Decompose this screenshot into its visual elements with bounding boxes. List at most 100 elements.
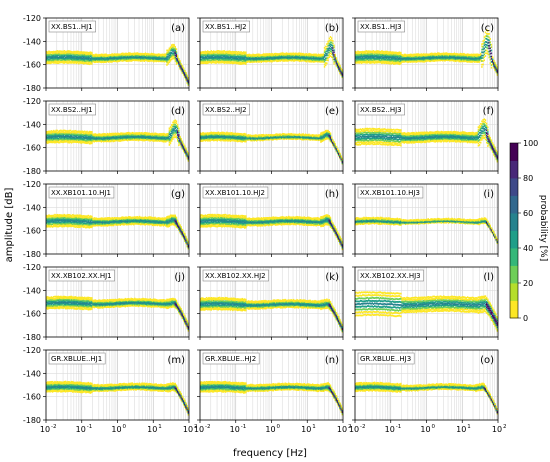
density-cell [472, 60, 475, 63]
density-cell [277, 54, 279, 57]
density-cell [129, 132, 131, 135]
density-cell [245, 56, 247, 59]
density-cell [128, 136, 130, 139]
density-cell [69, 131, 72, 134]
density-cell [489, 58, 491, 61]
density-cell [450, 52, 452, 55]
density-cell [142, 54, 144, 57]
density-cell [489, 52, 491, 55]
density-cell [241, 140, 244, 143]
density-cell [175, 122, 178, 125]
density-cell [156, 54, 159, 57]
density-cell [112, 136, 115, 139]
density-cell [61, 56, 63, 59]
density-cell [185, 147, 187, 150]
density-cell [397, 61, 400, 64]
density-cell [91, 139, 93, 142]
density-cell [297, 52, 300, 55]
y-tick-label: -120 [23, 97, 41, 106]
density-cell [87, 57, 90, 60]
density-cell [69, 61, 72, 64]
density-cell [266, 57, 269, 60]
density-cell [67, 134, 69, 136]
density-cell [112, 132, 115, 135]
density-cell [363, 53, 365, 56]
density-cell [185, 71, 187, 74]
density-cell [272, 53, 274, 56]
density-cell [207, 60, 209, 63]
density-cell [165, 59, 167, 62]
density-cell [364, 56, 366, 59]
density-cell [371, 60, 373, 63]
density-cell [165, 138, 167, 140]
density-cell [75, 50, 78, 53]
density-cell [254, 60, 257, 63]
density-cell [235, 50, 238, 53]
density-cell [210, 50, 213, 52]
density-cell [384, 54, 387, 57]
density-cell [340, 69, 342, 72]
density-cell [488, 50, 490, 53]
density-cell [464, 53, 466, 56]
density-cell [211, 57, 214, 60]
density-cell [401, 57, 403, 60]
density-cell [120, 135, 123, 138]
density-cell [100, 133, 103, 136]
density-cell [284, 53, 286, 56]
density-cell [106, 136, 109, 139]
density-cell [240, 135, 242, 138]
density-cell [489, 62, 491, 65]
density-cell [57, 54, 60, 57]
density-cell [169, 126, 172, 128]
density-cell [46, 141, 48, 144]
density-cell [308, 59, 310, 62]
density-cell [223, 59, 226, 62]
density-cell [221, 50, 223, 53]
density-cell [260, 58, 263, 61]
density-cell [357, 56, 359, 59]
density-cell [94, 56, 97, 59]
density-cell [205, 132, 208, 135]
density-cell [397, 62, 400, 65]
density-cell [113, 133, 116, 136]
density-cell [202, 55, 204, 58]
density-cell [67, 131, 69, 134]
density-cell [459, 60, 462, 63]
density-cell [140, 60, 142, 62]
density-cell [173, 57, 175, 60]
density-cell [372, 61, 375, 64]
density-cell [87, 52, 90, 55]
density-cell [70, 58, 73, 60]
density-cell [403, 53, 406, 56]
density-cell [187, 82, 189, 85]
density-cell [49, 140, 51, 143]
density-cell [273, 55, 276, 58]
density-cell [104, 55, 106, 57]
density-cell [176, 123, 179, 126]
density-cell [329, 39, 332, 41]
density-cell [142, 139, 144, 142]
density-cell [458, 56, 460, 59]
density-cell [167, 56, 169, 58]
density-cell [172, 57, 174, 60]
density-cell [78, 135, 80, 137]
density-cell [122, 52, 124, 55]
density-cell [323, 46, 326, 49]
density-cell [74, 135, 76, 138]
density-cell [78, 136, 80, 138]
density-cell [204, 138, 207, 141]
density-cell [210, 138, 213, 141]
density-cell [481, 66, 483, 68]
density-cell [143, 133, 146, 136]
density-cell [294, 53, 296, 56]
density-cell [98, 59, 100, 62]
density-cell [156, 139, 159, 142]
density-cell [271, 56, 273, 59]
density-cell [223, 139, 226, 142]
density-cell [80, 133, 82, 136]
density-cell [435, 55, 438, 58]
density-cell [59, 138, 61, 140]
density-cell [93, 140, 95, 143]
density-cell [494, 62, 496, 65]
density-cell [261, 55, 264, 58]
